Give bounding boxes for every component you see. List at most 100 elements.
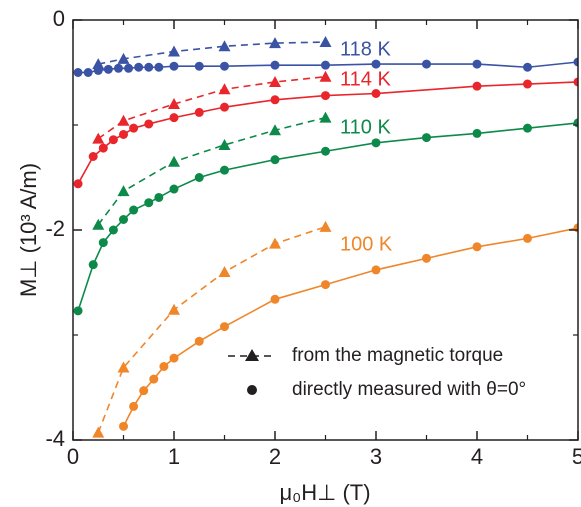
measured-point	[149, 374, 159, 384]
measured-point	[108, 225, 118, 235]
torque-point	[117, 52, 130, 64]
measured-point	[422, 133, 431, 143]
series-label: 118 K	[340, 38, 391, 60]
measured-point	[573, 57, 578, 67]
measured-point	[371, 59, 381, 69]
x-tick-label: 2	[269, 444, 281, 469]
measured-point	[523, 123, 532, 133]
torque-point	[269, 75, 281, 87]
x-tick-label: 4	[471, 444, 483, 469]
measured-point	[523, 79, 532, 89]
measured-point	[169, 353, 179, 363]
measured-point	[220, 165, 229, 175]
torque-point	[218, 138, 231, 150]
x-tick-label: 5	[572, 444, 581, 469]
measured-point	[270, 294, 280, 304]
x-tick-label: 3	[370, 444, 382, 469]
y-axis-label: M⊥ (10³ A/m)	[16, 163, 41, 297]
measured-point	[144, 119, 154, 129]
legend-triangle	[245, 349, 259, 361]
measured-point	[154, 62, 164, 72]
measured-point	[98, 143, 108, 153]
measured-point	[472, 81, 482, 91]
measured-point	[73, 306, 83, 316]
measured-point	[93, 65, 103, 75]
measured-point	[108, 135, 118, 145]
y-tick-label: -4	[45, 426, 65, 451]
torque-point	[92, 132, 105, 144]
x-axis-label: μ₀H⊥ (T)	[279, 480, 370, 505]
series-label: 114 K	[340, 68, 391, 90]
legend: from the magnetic torque directly measur…	[228, 345, 526, 400]
measured-point	[472, 59, 482, 69]
measured-point	[73, 179, 83, 189]
measured-point	[169, 184, 179, 194]
y-tick-label: -2	[45, 216, 65, 241]
torque-point	[269, 37, 281, 49]
measured-point	[144, 62, 154, 72]
torque-line	[98, 41, 326, 65]
torque-point	[168, 45, 180, 57]
measured-point	[129, 205, 139, 215]
legend-circle	[247, 385, 257, 395]
measured-point	[98, 238, 108, 248]
measured-point	[159, 362, 169, 371]
measured-point	[103, 64, 113, 74]
series-label: 100 K	[340, 233, 393, 255]
torque-point	[117, 114, 130, 126]
measured-point	[83, 68, 93, 77]
measured-point	[194, 61, 204, 71]
measured-point	[124, 63, 134, 73]
measured-point	[371, 89, 381, 98]
measured-point	[139, 386, 149, 396]
measured-point	[119, 215, 128, 224]
measured-point	[119, 129, 128, 139]
measured-point	[73, 68, 83, 77]
torque-point	[319, 70, 332, 82]
torque-point	[319, 111, 332, 123]
torque-point	[92, 58, 105, 70]
measured-point	[134, 62, 144, 72]
measured-point	[422, 59, 431, 69]
torque-point	[319, 36, 332, 48]
measured-point	[472, 128, 482, 138]
torque-point	[117, 185, 130, 197]
torque-line	[97, 226, 326, 433]
torque-point	[218, 266, 231, 277]
torque-point	[168, 98, 180, 109]
torque-point	[168, 303, 180, 315]
measured-point	[113, 63, 123, 73]
measured-point	[270, 155, 280, 165]
measured-point	[194, 107, 204, 117]
measured-point	[88, 260, 98, 270]
series-label: 110 K	[340, 116, 391, 138]
measured-point	[129, 401, 139, 411]
measured-point	[321, 146, 330, 156]
legend-label: directly measured with θ=0°	[292, 379, 526, 400]
measured-point	[144, 198, 154, 208]
measured-point	[169, 61, 179, 71]
measured-point	[270, 95, 280, 105]
x-tick-label: 0	[67, 444, 79, 469]
measured-point	[472, 242, 482, 252]
measured-point	[220, 61, 229, 71]
measured-line	[77, 81, 578, 185]
measured-point	[129, 123, 139, 133]
measured-point	[371, 138, 381, 148]
torque-point	[218, 40, 231, 52]
torque-point	[92, 218, 105, 230]
torque-point	[319, 220, 332, 232]
torque-point	[218, 83, 231, 95]
measured-point	[321, 60, 330, 70]
measured-point	[154, 192, 164, 202]
measured-point	[194, 173, 204, 182]
measured-point	[371, 265, 381, 275]
measured-point	[220, 322, 229, 332]
measured-point	[169, 113, 179, 123]
torque-point	[168, 155, 180, 167]
measured-point	[321, 91, 330, 101]
measured-point	[270, 60, 280, 70]
measured-point	[220, 102, 229, 112]
measured-point	[194, 336, 204, 346]
